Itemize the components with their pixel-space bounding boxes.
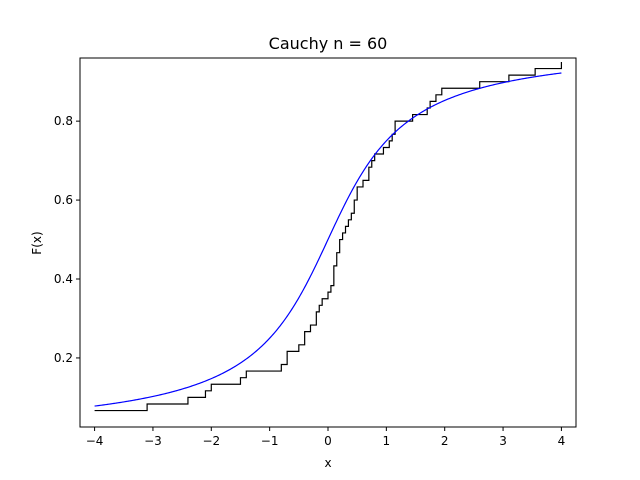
- x-tick-label: 1: [383, 434, 391, 448]
- empirical-cdf-line: [94, 61, 563, 412]
- chart-title: Cauchy n = 60: [269, 34, 388, 53]
- x-tick-label: 4: [558, 434, 566, 448]
- y-axis: 0.2 0.4 0.6 0.8: [54, 114, 80, 365]
- theoretical-cdf-curve: [94, 72, 562, 407]
- x-tick-label: 2: [441, 434, 449, 448]
- x-tick-label: 3: [499, 434, 507, 448]
- plot-area: −4 −3 −2 −1 0 1 2 3 4 0.2 0.4 0.6 0.8: [54, 57, 577, 448]
- series-layer: [94, 61, 563, 412]
- y-axis-label: F(x): [30, 231, 44, 254]
- x-tick-label: −2: [202, 434, 220, 448]
- x-axis: −4 −3 −2 −1 0 1 2 3 4: [86, 427, 565, 448]
- x-axis-label: x: [324, 456, 331, 470]
- y-tick-label: 0.2: [54, 351, 73, 365]
- x-tick-label: −1: [261, 434, 279, 448]
- y-tick-label: 0.6: [54, 193, 73, 207]
- x-tick-label: −3: [144, 434, 162, 448]
- y-tick-label: 0.8: [54, 114, 73, 128]
- x-tick-label: −4: [86, 434, 104, 448]
- x-tick-label: 0: [324, 434, 332, 448]
- y-tick-label: 0.4: [54, 272, 73, 286]
